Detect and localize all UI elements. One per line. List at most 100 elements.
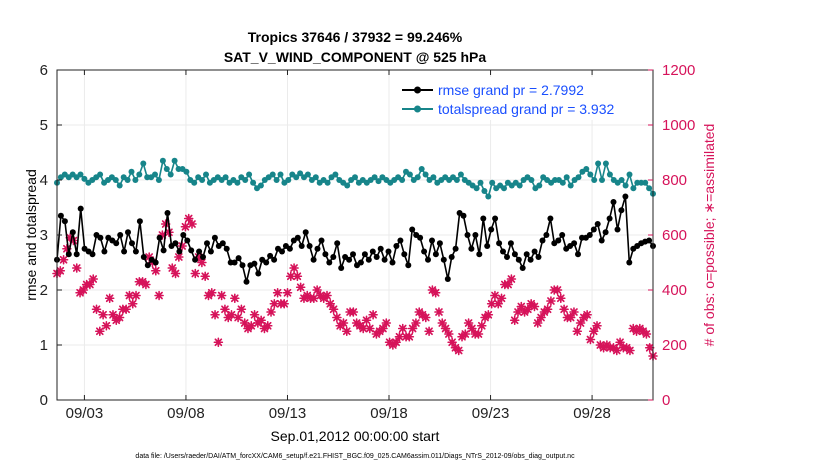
obs-assimilated-marker	[358, 323, 369, 334]
rmse-point	[535, 254, 542, 260]
spread-point	[222, 174, 229, 181]
rmse-point	[357, 259, 364, 266]
rmse-point	[89, 251, 96, 258]
rmse-point	[448, 254, 455, 260]
rmse-point	[350, 251, 356, 258]
y-right-tick-label: 800	[662, 172, 687, 189]
spread-point	[457, 171, 464, 178]
rmse-point	[515, 256, 522, 263]
spread-point	[312, 174, 319, 181]
rmse-point	[251, 260, 258, 267]
rmse-point	[519, 265, 526, 271]
rmse-point	[586, 232, 593, 238]
rmse-point	[129, 240, 135, 247]
obs-assimilated-marker	[509, 315, 520, 326]
rmse-point	[330, 254, 337, 260]
spread-point	[352, 174, 358, 181]
spread-point	[595, 160, 602, 167]
spread-point	[304, 171, 311, 178]
rmse-point	[121, 248, 128, 255]
x-tick-label: 09/18	[370, 405, 408, 422]
obs-assimilated-marker	[121, 304, 131, 315]
obs-assimilated-marker	[266, 307, 276, 317]
rmse-point	[602, 229, 609, 236]
obs-assimilated-marker	[239, 318, 250, 328]
obs-assimilated-marker	[407, 323, 418, 334]
obs-assimilated-marker	[95, 326, 105, 337]
rmse-point	[61, 218, 68, 225]
rmse-point	[271, 256, 278, 263]
spread-point	[453, 177, 460, 183]
spread-point	[422, 171, 429, 178]
obs-assimilated-marker	[532, 318, 543, 328]
rmse-point	[598, 237, 605, 244]
obs-assimilated-marker	[582, 309, 592, 320]
obs-assimilated-marker	[575, 318, 586, 328]
obs-assimilated-marker	[279, 298, 290, 309]
obs-assimilated-marker	[644, 342, 655, 353]
rmse-point	[385, 248, 392, 255]
obs-assimilated-marker	[490, 290, 500, 301]
obs-assimilated-marker	[569, 307, 579, 317]
obs-assimilated-marker	[325, 298, 336, 309]
obs-assimilated-marker	[114, 312, 125, 323]
rmse-point	[440, 256, 447, 263]
obs-assimilated-marker	[378, 323, 388, 334]
rmse-point	[235, 255, 242, 262]
obs-assimilated-marker	[523, 304, 533, 315]
obs-assimilated-marker	[206, 287, 217, 298]
y-right-tick-label: 0	[662, 392, 670, 409]
spread-point	[473, 185, 480, 192]
obs-assimilated-marker	[397, 323, 408, 334]
y-left-tick-label: 3	[40, 227, 48, 244]
obs-assimilated-marker	[164, 227, 174, 238]
rmse-point	[140, 254, 147, 260]
obs-assimilated-marker	[180, 221, 191, 232]
rmse-point	[511, 251, 518, 258]
obs-assimilated-marker	[447, 337, 457, 348]
rmse-point	[113, 240, 120, 247]
rmse-point	[176, 248, 183, 255]
spread-point	[81, 175, 88, 182]
obs-assimilated-marker	[529, 301, 540, 312]
rmse-point	[279, 248, 285, 255]
rmse-point	[575, 251, 581, 258]
rmse-point	[200, 254, 206, 260]
obs-assimilated-marker	[98, 309, 108, 320]
legend-rmse-label: rmse grand pr = 2.7992	[438, 82, 584, 98]
spread-point	[183, 168, 190, 175]
rmse-point	[298, 243, 305, 249]
rmse-point	[180, 232, 187, 238]
obs-assimilated-marker	[493, 298, 504, 309]
spread-point	[159, 157, 166, 164]
obs-assimilated-marker	[322, 290, 332, 301]
y-right-tick-label: 1000	[662, 117, 695, 134]
obs-assimilated-marker	[641, 329, 652, 339]
rmse-point	[452, 245, 459, 252]
rmse-point	[101, 248, 108, 255]
spread-point	[171, 157, 178, 164]
obs-assimilated-marker	[440, 323, 451, 334]
obs-assimilated-marker	[391, 337, 401, 348]
spread-point	[626, 171, 633, 178]
rmse-point	[310, 256, 317, 263]
obs-assimilated-marker	[552, 285, 563, 295]
obs-assimilated-marker	[262, 320, 273, 331]
rmse-point	[436, 240, 443, 247]
obs-assimilated-marker	[104, 293, 115, 304]
spread-point	[630, 185, 637, 192]
y-left-tick-label: 2	[40, 282, 48, 299]
spread-point	[293, 174, 300, 181]
obs-assimilated-marker	[187, 219, 197, 229]
obs-assimilated-marker	[559, 304, 569, 315]
rmse-point	[606, 215, 613, 222]
y-left-tick-label: 0	[40, 392, 48, 409]
obs-assimilated-marker	[328, 304, 339, 315]
rmse-point	[144, 262, 151, 269]
legend-rmse-marker	[414, 86, 421, 94]
rmse-point	[369, 248, 376, 255]
obs-assimilated-marker	[420, 312, 431, 323]
x-axis-label: Sep.01,2012 00:00:00 start	[271, 428, 440, 444]
x-tick-label: 09/08	[167, 405, 205, 422]
rmse-point	[531, 248, 538, 255]
